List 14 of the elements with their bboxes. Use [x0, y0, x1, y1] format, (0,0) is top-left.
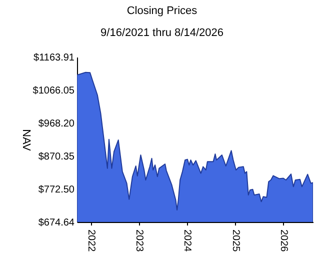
- x-tick-label: 2024: [182, 230, 193, 252]
- x-tick-label: 2023: [134, 230, 145, 252]
- x-tick-label: 2022: [86, 230, 97, 252]
- y-tick-label: $870.35: [38, 152, 75, 162]
- y-tick-label: $1163.91: [34, 52, 75, 64]
- y-tick-label: $674.64: [38, 218, 75, 228]
- chart-title: Closing Prices: [126, 5, 198, 17]
- y-tick-label: $968.20: [38, 118, 75, 130]
- y-tick-label: $772.50: [38, 184, 75, 196]
- x-tick-label: 2025: [230, 230, 241, 252]
- chart-subtitle: 9/16/2021 thru 8/14/2026: [100, 27, 224, 39]
- x-tick-label: 2026: [278, 230, 289, 252]
- y-tick-label: $1066.05: [32, 86, 75, 96]
- y-axis-title: NAV: [20, 129, 32, 152]
